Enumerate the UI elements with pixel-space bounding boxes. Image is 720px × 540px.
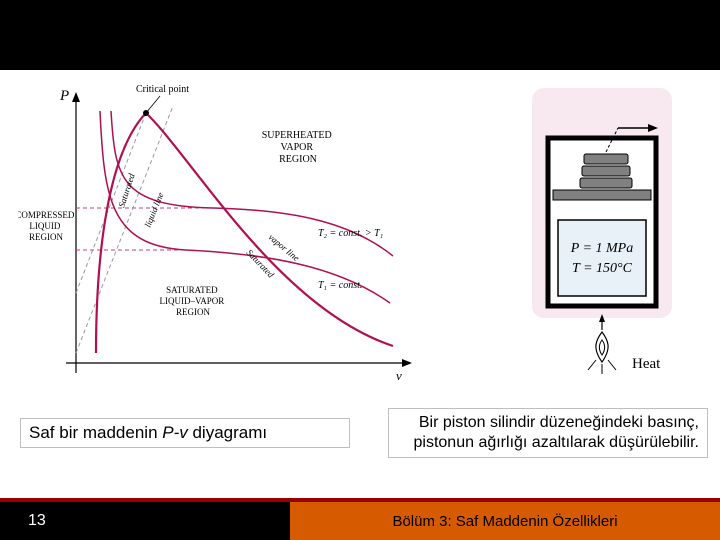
caption-right-text: Bir piston silindir düzeneğindeki basınç… — [414, 414, 700, 451]
chapter-label: Bölüm 3: Saf Maddenin Özellikleri — [392, 513, 617, 530]
heat-label: Heat — [632, 356, 661, 372]
superheated-label: SUPERHEATED VAPOR REGION — [262, 130, 335, 165]
weight-3 — [584, 154, 628, 164]
weight-2 — [582, 166, 630, 176]
critical-pointer — [146, 96, 160, 113]
t2-label: T₂ = const. > T₁ — [318, 228, 383, 239]
footer: 13 Bölüm 3: Saf Maddenin Özellikleri — [0, 498, 720, 540]
pv-diagram: P v Critical point SUPERHEATED VAPOR REG… — [18, 78, 418, 408]
x-axis-arrow — [402, 359, 412, 367]
saturated-mix-label: SATURATED LIQUID–VAPOR REGION — [159, 285, 226, 317]
piston-plate — [553, 190, 651, 200]
footer-chapter: Bölüm 3: Saf Maddenin Özellikleri — [290, 498, 720, 540]
dash-d2 — [76, 113, 146, 293]
y-axis-label: P — [59, 88, 69, 104]
piston-cylinder-diagram: P = 1 MPa T = 150°C Heat — [502, 78, 702, 408]
page-number: 13 — [28, 512, 46, 530]
footer-page-number: 13 — [0, 498, 290, 540]
title-bar — [0, 0, 720, 70]
t1-label: T₁ = const. — [318, 280, 362, 291]
pressure-label: P = 1 MPa — [570, 241, 633, 256]
x-axis-label: v — [396, 368, 402, 383]
compressed-label: COMPRESSED LIQUID REGION — [18, 210, 77, 242]
caption-left: Saf bir maddenin P-v diyagramı — [20, 418, 350, 448]
caption-right: Bir piston silindir düzeneğindeki basınç… — [388, 408, 708, 458]
fluid-box — [558, 220, 646, 296]
isotherm-t1 — [100, 111, 390, 303]
y-axis-arrow — [72, 92, 80, 102]
dash-d1 — [76, 106, 173, 353]
sat-liquid-label: Saturated — [116, 172, 136, 209]
figure-area: P v Critical point SUPERHEATED VAPOR REG… — [18, 78, 702, 408]
critical-point-label: Critical point — [136, 84, 189, 95]
caption-left-text: Saf bir maddenin P-v diyagramı — [29, 423, 267, 443]
temperature-label: T = 150°C — [572, 261, 633, 276]
flame-icon — [588, 314, 616, 374]
weight-1 — [580, 178, 632, 188]
